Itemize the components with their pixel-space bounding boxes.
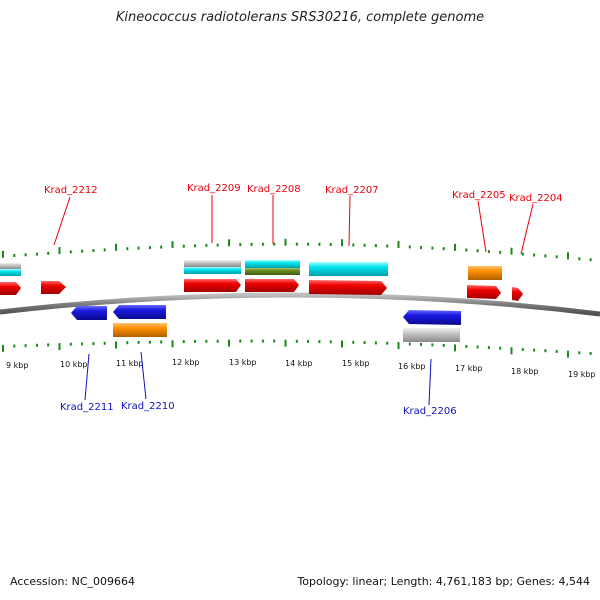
gene-krad-2209-gray[interactable] <box>184 260 241 267</box>
scale-label-10kbp: 10 kbp <box>60 360 88 369</box>
genome-summary-text: Topology: linear; Length: 4,761,183 bp; … <box>297 575 590 588</box>
gene-krad-2208-cyan[interactable] <box>245 260 300 268</box>
label-krad-2210[interactable]: Krad_2210 <box>121 401 175 412</box>
gene-krad-2207[interactable] <box>309 280 387 295</box>
scale-label-9kbp: 9 kbp <box>6 361 28 370</box>
gene-krad-2209[interactable] <box>184 279 241 292</box>
gene-krad-2206-gray[interactable] <box>403 328 460 342</box>
label-krad-2212[interactable]: Krad_2212 <box>44 185 98 196</box>
callout-lines <box>53 195 534 406</box>
gene-krad-2210[interactable] <box>113 305 166 319</box>
gene-krad-2208-green[interactable] <box>245 268 300 275</box>
gene-krad-2206[interactable] <box>403 310 461 325</box>
scale-label-18kbp: 18 kbp <box>511 367 539 376</box>
scale-label-12kbp: 12 kbp <box>172 358 200 367</box>
label-krad-2209[interactable]: Krad_2209 <box>187 183 241 194</box>
label-krad-2204[interactable]: Krad_2204 <box>509 193 563 204</box>
gene-krad-2205[interactable] <box>467 285 501 299</box>
gene-krad-2207-cyan[interactable] <box>309 262 388 276</box>
scale-label-13kbp: 13 kbp <box>229 358 257 367</box>
accession-text: Accession: NC_009664 <box>10 575 136 588</box>
label-krad-2205[interactable]: Krad_2205 <box>452 190 506 201</box>
gene-krad-2209-cyan[interactable] <box>184 267 241 274</box>
genome-backbone <box>0 292 600 317</box>
gene-krad-2211[interactable] <box>71 306 107 320</box>
gene-krad-2204[interactable] <box>512 287 523 301</box>
gene-labels: Krad_2212 Krad_2209 Krad_2208 Krad_2207 … <box>44 183 563 417</box>
scale-label-19kbp: 19 kbp <box>568 370 596 379</box>
scale-label-15kbp: 15 kbp <box>342 359 370 368</box>
scale-label-17kbp: 17 kbp <box>455 364 483 373</box>
gene-red-arrow[interactable] <box>0 282 21 295</box>
scale-label-16kbp: 16 kbp <box>398 362 426 371</box>
scale-label-11kbp: 11 kbp <box>116 359 144 368</box>
gene-krad-2208[interactable] <box>245 279 299 292</box>
scale-label-14kbp: 14 kbp <box>285 359 313 368</box>
gene-cyan-bar[interactable] <box>0 269 21 276</box>
gene-krad-2205-orange[interactable] <box>468 266 502 280</box>
scale-ticks-top <box>2 238 592 262</box>
scale-labels: 9 kbp 10 kbp 11 kbp 12 kbp 13 kbp 14 kbp… <box>6 358 596 379</box>
gene-krad-2212[interactable] <box>41 281 66 294</box>
scale-ticks-bottom <box>2 339 592 358</box>
gene-gray-bar[interactable] <box>0 263 21 269</box>
label-krad-2211[interactable]: Krad_2211 <box>60 402 114 413</box>
gene-krad-2210-orange[interactable] <box>113 323 167 337</box>
gene-features <box>0 260 523 342</box>
map-title: Kineococcus radiotolerans SRS30216, comp… <box>115 10 485 25</box>
label-krad-2206[interactable]: Krad_2206 <box>403 406 457 417</box>
label-krad-2208[interactable]: Krad_2208 <box>247 184 301 195</box>
label-krad-2207[interactable]: Krad_2207 <box>325 185 379 196</box>
